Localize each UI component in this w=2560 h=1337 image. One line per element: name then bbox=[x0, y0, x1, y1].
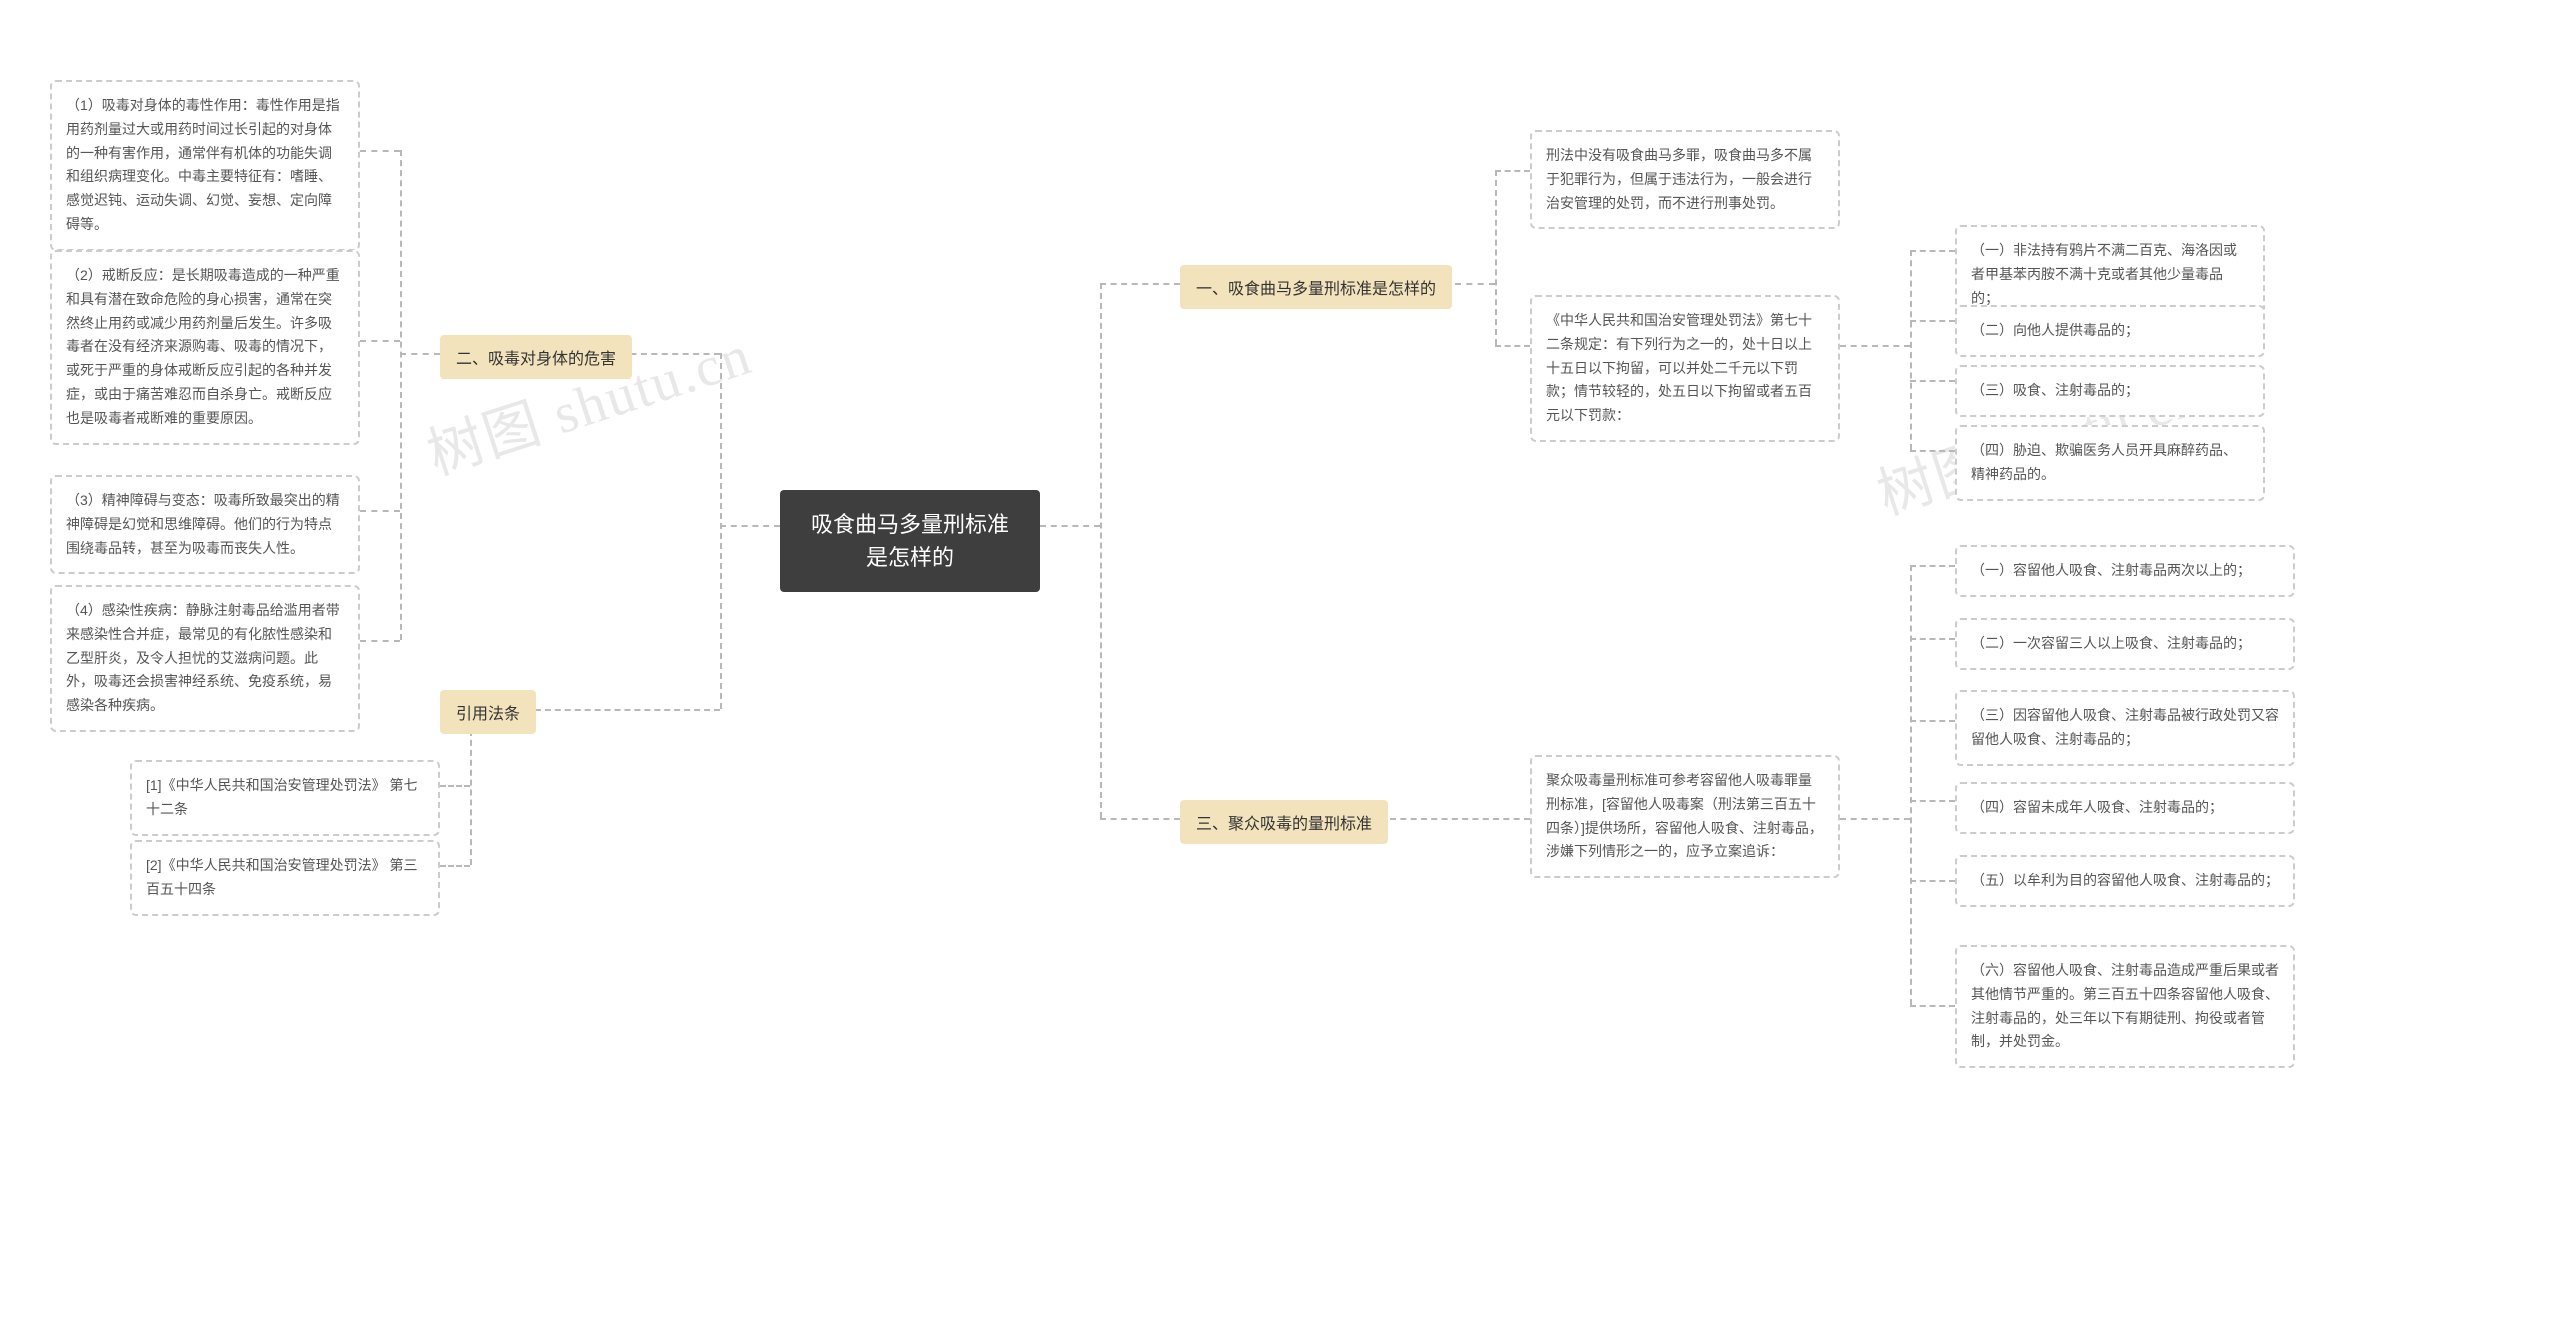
connector bbox=[1840, 345, 1910, 347]
leaf-node: （三）吸食、注射毒品的； bbox=[1955, 365, 2265, 417]
leaf-node: （三）因容留他人吸食、注射毒品被行政处罚又容留他人吸食、注射毒品的； bbox=[1955, 690, 2295, 766]
leaf-node: （二）一次容留三人以上吸食、注射毒品的； bbox=[1955, 618, 2295, 670]
connector bbox=[1495, 170, 1530, 172]
connector bbox=[1100, 818, 1180, 820]
leaf-node: 《中华人民共和国治安管理处罚法》第七十二条规定：有下列行为之一的，处十日以上十五… bbox=[1530, 295, 1840, 442]
leaf-node: （五）以牟利为目的容留他人吸食、注射毒品的； bbox=[1955, 855, 2295, 907]
leaf-node: （二）向他人提供毒品的； bbox=[1955, 305, 2265, 357]
connector bbox=[1910, 565, 1912, 1005]
branch-references: 引用法条 bbox=[440, 690, 536, 734]
connector bbox=[525, 709, 720, 711]
connector bbox=[620, 353, 720, 355]
branch-section-1: 一、吸食曲马多量刑标准是怎样的 bbox=[1180, 265, 1452, 309]
leaf-node: （四）容留未成年人吸食、注射毒品的； bbox=[1955, 782, 2295, 834]
connector bbox=[440, 865, 470, 867]
connector bbox=[1840, 818, 1910, 820]
connector bbox=[360, 510, 400, 512]
connector bbox=[1455, 283, 1495, 285]
connector bbox=[1910, 250, 1955, 252]
connector bbox=[1910, 320, 1955, 322]
connector bbox=[720, 353, 722, 709]
connector bbox=[1910, 720, 1955, 722]
connector bbox=[360, 340, 400, 342]
leaf-node: （六）容留他人吸食、注射毒品造成严重后果或者其他情节严重的。第三百五十四条容留他… bbox=[1955, 945, 2295, 1068]
connector bbox=[1910, 1005, 1955, 1007]
leaf-node: [2]《中华人民共和国治安管理处罚法》 第三百五十四条 bbox=[130, 840, 440, 916]
connector bbox=[1910, 565, 1955, 567]
root-node: 吸食曲马多量刑标准是怎样的 bbox=[780, 490, 1040, 592]
leaf-node: （4）感染性疾病：静脉注射毒品给滥用者带来感染性合并症，最常见的有化脓性感染和乙… bbox=[50, 585, 360, 732]
connector bbox=[1910, 380, 1955, 382]
connector bbox=[360, 640, 400, 642]
branch-section-3: 三、聚众吸毒的量刑标准 bbox=[1180, 800, 1388, 844]
leaf-node: （四）胁迫、欺骗医务人员开具麻醉药品、精神药品的。 bbox=[1955, 425, 2265, 501]
connector bbox=[1910, 450, 1955, 452]
connector bbox=[400, 150, 402, 640]
leaf-node: 聚众吸毒量刑标准可参考容留他人吸毒罪量刑标准，[容留他人吸毒案（刑法第三百五十四… bbox=[1530, 755, 1840, 878]
connector bbox=[1495, 345, 1530, 347]
connector bbox=[1495, 170, 1497, 345]
leaf-node: （3）精神障碍与变态：吸毒所致最突出的精神障碍是幻觉和思维障碍。他们的行为特点围… bbox=[50, 475, 360, 574]
leaf-node: （2）戒断反应：是长期吸毒造成的一种严重和具有潜在致命危险的身心损害，通常在突然… bbox=[50, 250, 360, 445]
connector bbox=[1100, 283, 1102, 818]
leaf-node: [1]《中华人民共和国治安管理处罚法》 第七十二条 bbox=[130, 760, 440, 836]
connector bbox=[470, 730, 472, 865]
leaf-node: 刑法中没有吸食曲马多罪，吸食曲马多不属于犯罪行为，但属于违法行为，一般会进行治安… bbox=[1530, 130, 1840, 229]
connector bbox=[1100, 283, 1180, 285]
connector bbox=[360, 150, 400, 152]
connector bbox=[1910, 800, 1955, 802]
connector bbox=[1910, 638, 1955, 640]
connector bbox=[1910, 250, 1912, 450]
leaf-node: （一）容留他人吸食、注射毒品两次以上的； bbox=[1955, 545, 2295, 597]
leaf-node: （1）吸毒对身体的毒性作用：毒性作用是指用药剂量过大或用药时间过长引起的对身体的… bbox=[50, 80, 360, 251]
connector bbox=[1040, 525, 1100, 527]
connector bbox=[720, 525, 780, 527]
connector bbox=[400, 353, 440, 355]
connector bbox=[440, 785, 470, 787]
branch-section-2: 二、吸毒对身体的危害 bbox=[440, 335, 632, 379]
connector bbox=[1910, 880, 1955, 882]
connector bbox=[1390, 818, 1530, 820]
